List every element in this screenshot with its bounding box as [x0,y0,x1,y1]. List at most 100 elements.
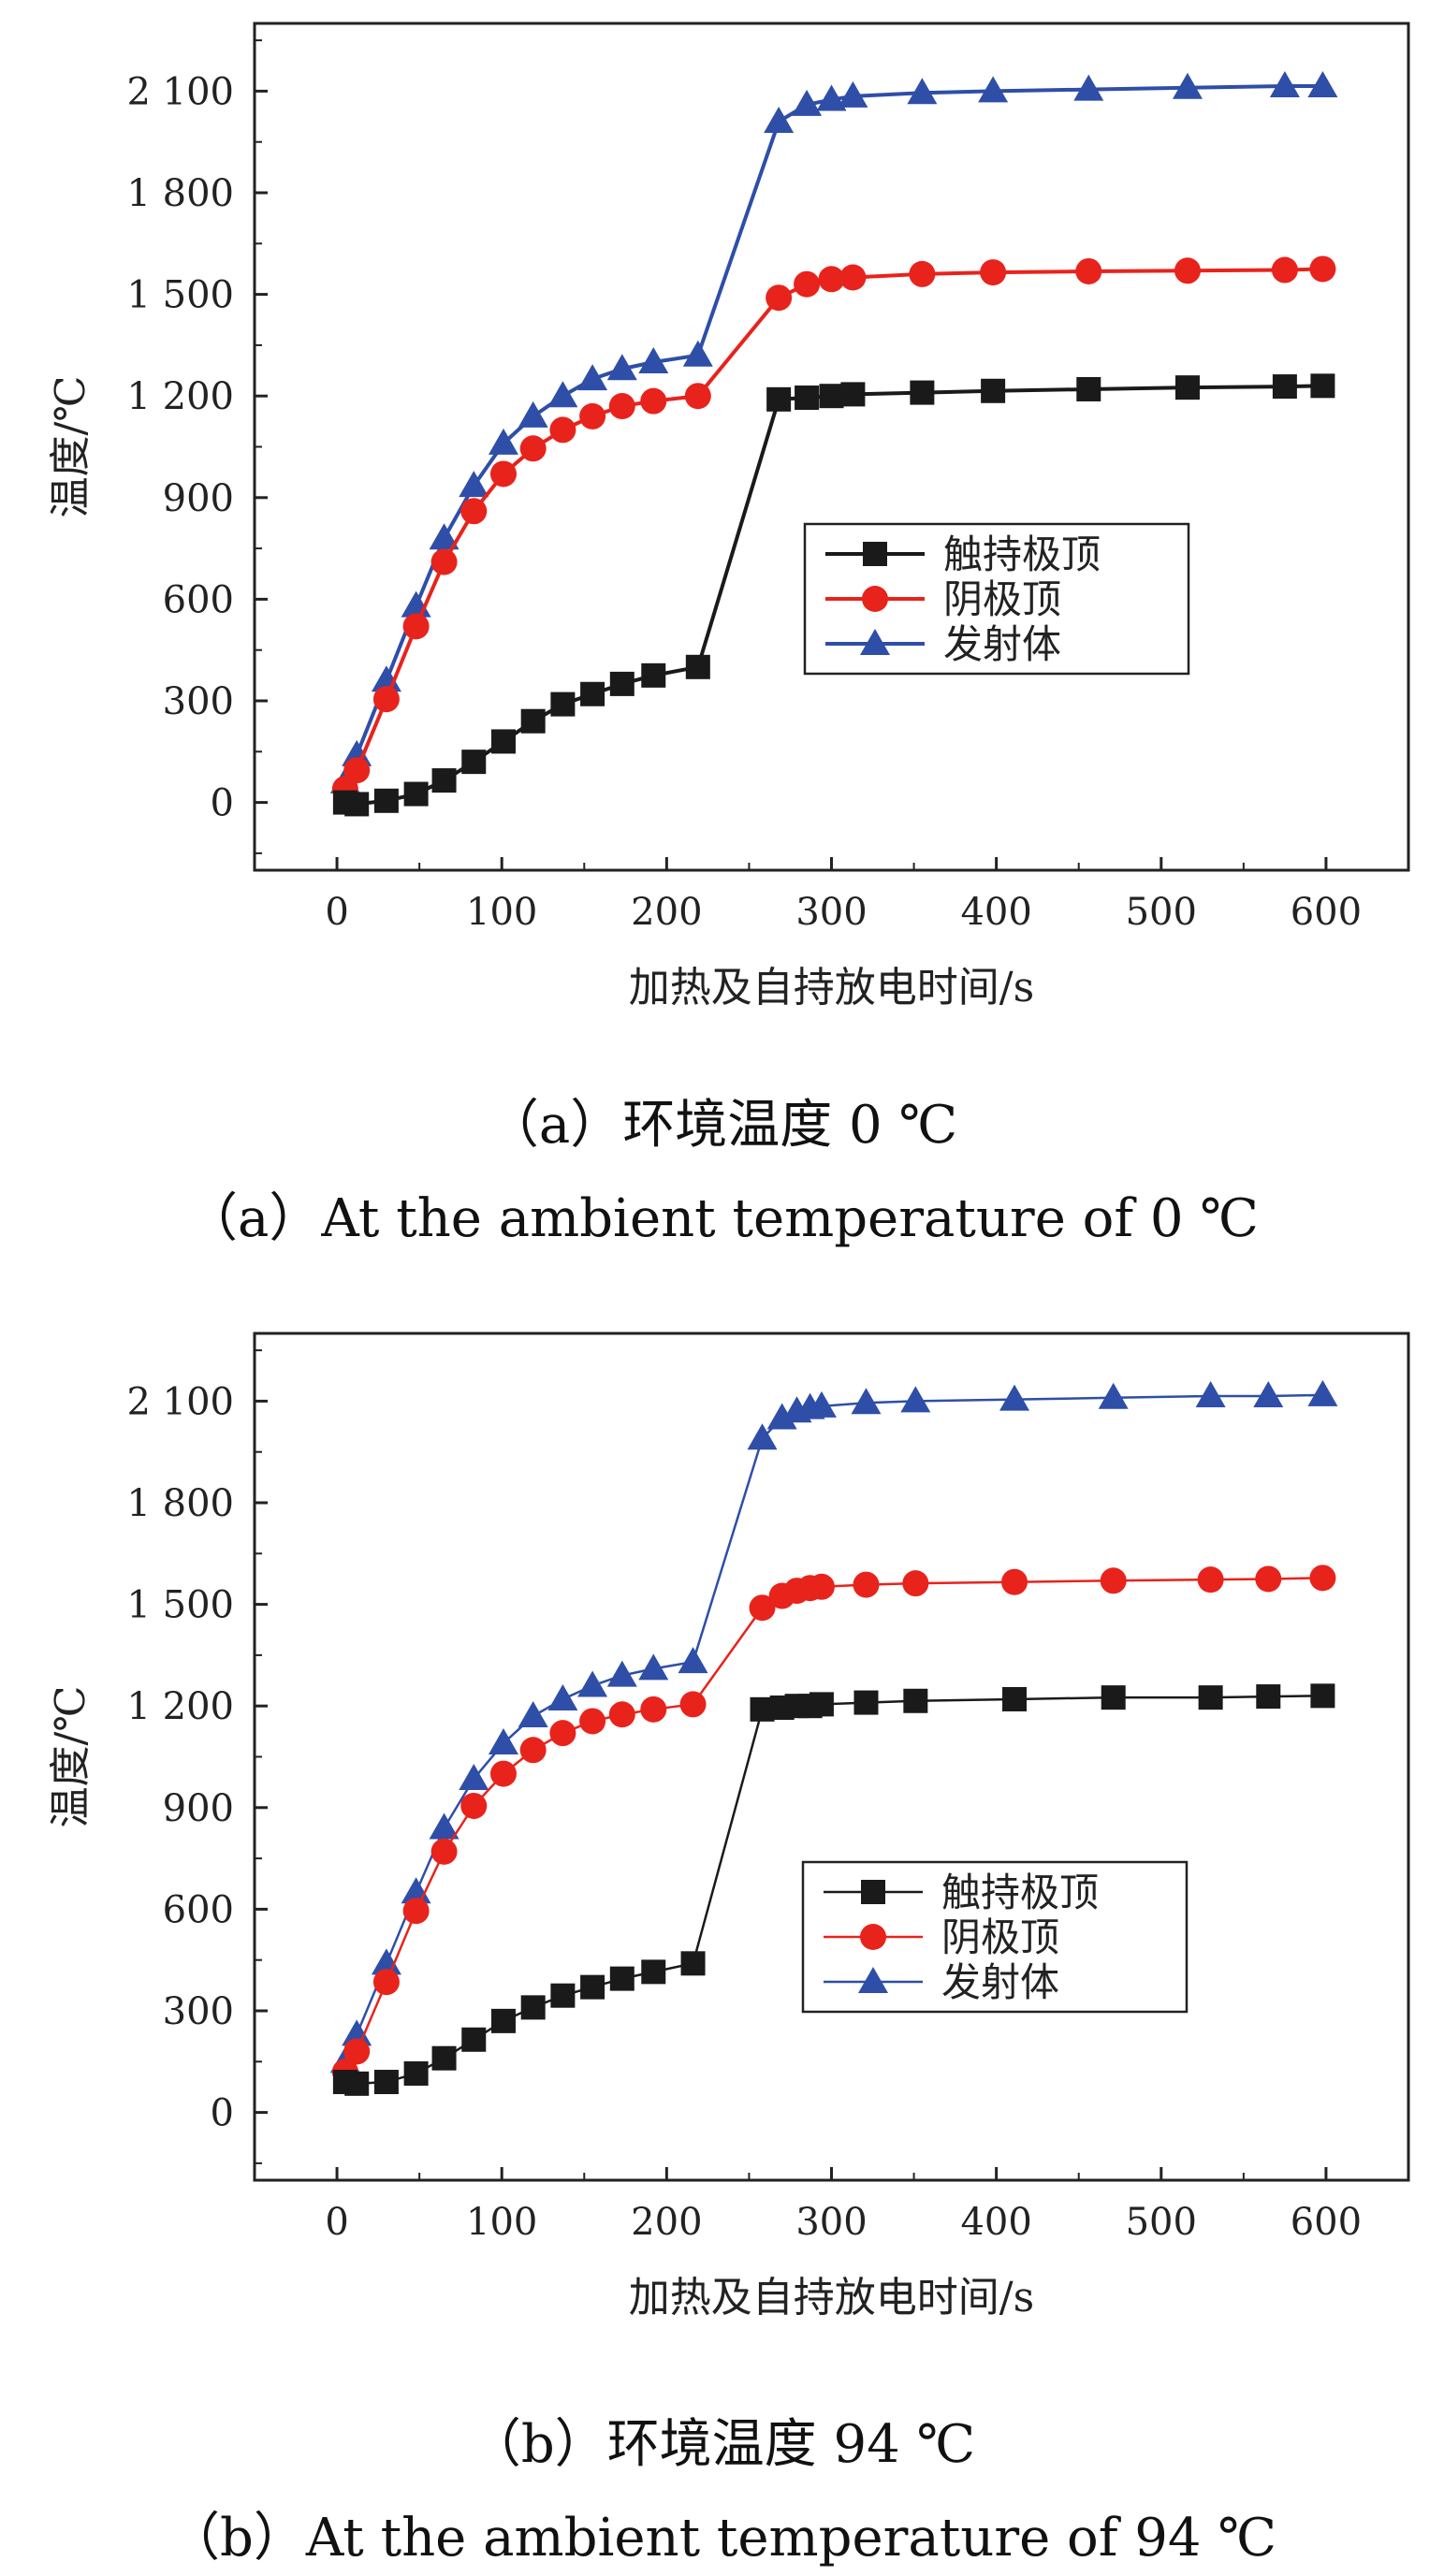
data-point-square [910,380,935,405]
data-point-square [981,378,1006,403]
data-point-square [373,2070,399,2095]
data-point-circle [1197,1566,1224,1594]
legend-label: 触持极顶 [941,1870,1099,1915]
data-point-triangle [806,1390,837,1418]
data-point-circle [766,284,793,312]
x-tick-label: 0 [325,2201,348,2244]
data-point-triangle [999,1384,1030,1411]
data-point-circle [808,1573,835,1600]
data-point-triangle [1307,1379,1338,1406]
data-point-square [1101,1685,1126,1710]
data-point-square [1002,1686,1028,1711]
data-point-square [795,386,820,411]
data-point-triangle [459,1764,489,1791]
data-point-square [809,1692,834,1717]
data-point-square [1174,375,1200,400]
data-point-circle [1001,1568,1028,1595]
data-point-triangle [488,1728,518,1755]
y-tick-label: 2 100 [126,1380,234,1423]
data-point-triangle [678,1647,708,1674]
data-point-triangle [488,428,518,455]
legend-label: 触持极顶 [943,531,1101,577]
x-tick-label: 300 [795,2201,867,2244]
legend-label: 发射体 [943,621,1061,667]
figure-panel-b: 0 100 200 300 400 500 600 0 300 600 900 1 200 1 500 1… [0,1310,1444,2576]
y-tick-label: 1 500 [126,274,234,317]
data-point-circle [430,548,458,575]
x-tick-label: 500 [1126,891,1197,934]
data-point-square [403,2060,429,2086]
data-point-triangle [577,1670,608,1697]
data-point-circle [579,1708,606,1735]
data-point-circle [519,435,547,462]
data-point-triangle [547,381,578,408]
data-point-triangle [747,1423,778,1450]
data-point-circle [549,416,576,444]
legend-marker-circle [860,1924,886,1950]
data-point-circle [1309,255,1336,283]
caption-cn-a: （a）环境温度 0 ℃ [486,1095,958,1156]
data-point-circle [402,613,430,640]
data-point-triangle [1172,72,1203,99]
caption-en-b: （b）At the ambient temperature of 94 ℃ [168,2508,1276,2569]
x-tick-label: 300 [795,891,867,934]
data-point-square [680,1951,706,1976]
legend-marker-triangle [858,1967,888,1993]
data-point-square [609,671,634,696]
chart-a: 0 100 200 300 400 500 600 0 300 600 900 1 200 1 500 1… [47,22,1410,1011]
data-point-square [431,768,457,793]
data-point-square [490,729,516,754]
data-point-triangle [900,1386,931,1413]
legend-label: 发射体 [941,1959,1059,2005]
data-point-circle [679,1691,707,1718]
x-tick-label: 400 [960,891,1031,934]
data-point-circle [749,1594,776,1622]
data-point-circle [640,387,667,415]
data-point-circle [1100,1567,1127,1594]
y-tick-label: 1 200 [126,375,234,418]
x-tick-label: 0 [325,891,348,934]
data-point-square [461,750,487,775]
data-point-circle [1174,257,1201,284]
data-point-square [1256,1684,1281,1710]
data-point-square [431,2045,457,2071]
y-tick-label: 600 [163,1888,234,1931]
plot-frame [253,1332,1410,2182]
data-point-circle [608,393,635,420]
data-point-square [1310,1683,1335,1709]
data-point-triangle [851,1388,882,1415]
data-point-circle [343,2038,371,2065]
data-point-triangle [606,354,637,381]
x-tick-label: 500 [1126,2201,1197,2244]
data-point-circle [1309,1565,1336,1592]
data-point-triangle [1073,74,1104,101]
data-point-circle [902,1570,929,1597]
data-point-square [609,1966,634,1991]
data-point-triangle [766,1403,797,1430]
data-point-circle [684,383,711,410]
data-point-triangle [371,1948,401,1975]
data-point-circle [372,686,400,713]
data-point-triangle [764,106,795,133]
data-point-triangle [1098,1382,1129,1409]
x-tick-label: 200 [631,891,702,934]
data-point-square [853,1690,879,1715]
data-point-circle [430,1838,458,1865]
y-axis-label: 温度/℃ [47,375,95,517]
data-point-triangle [638,347,669,373]
y-tick-label: 300 [163,1990,234,2033]
data-point-square [641,662,666,688]
data-point-triangle [342,2019,372,2046]
data-point-square [520,1995,546,2020]
data-point-square [344,2071,370,2096]
data-point-square [403,781,429,807]
data-point-square [490,2008,516,2033]
data-point-triangle [792,89,823,116]
data-point-square [840,382,866,407]
data-point-circle [579,402,606,429]
data-point-square [520,708,546,734]
data-point-triangle [638,1653,669,1681]
data-point-circle [489,460,517,488]
x-tick-label: 100 [466,2201,537,2244]
data-point-triangle [978,76,1009,103]
